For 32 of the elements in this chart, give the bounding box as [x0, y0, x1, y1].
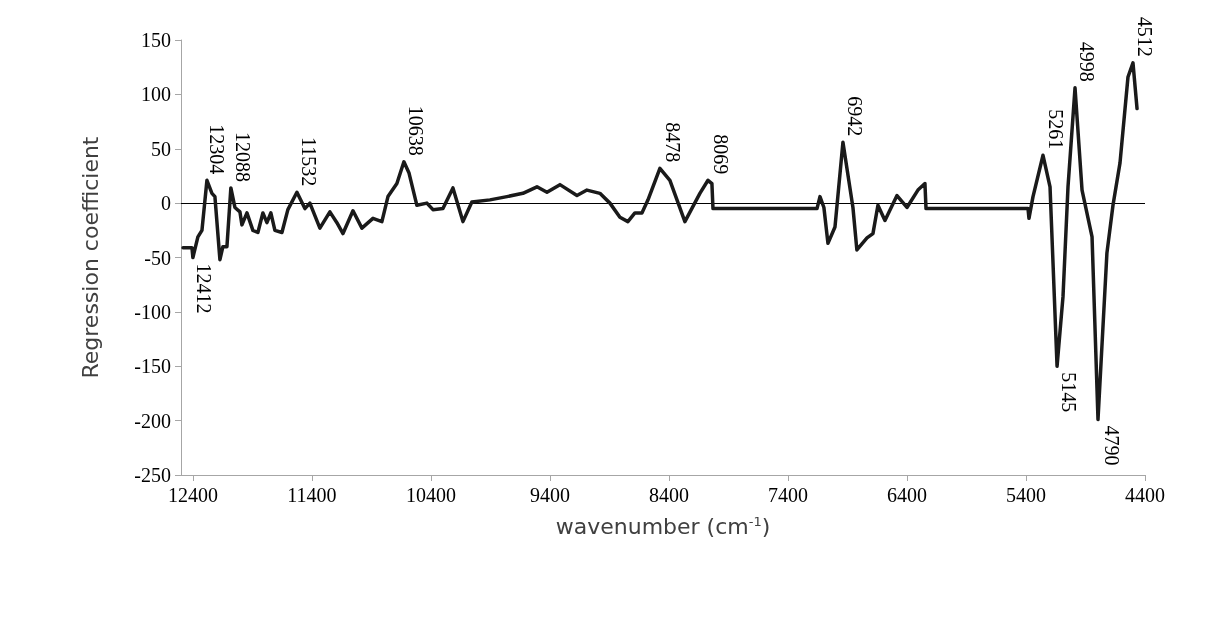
annotation: 12088 [232, 131, 255, 182]
x-tick-label: 11400 [287, 484, 337, 506]
y-tick-label: -250 [134, 464, 171, 486]
y-tick-label: 0 [161, 192, 171, 215]
x-tick-label: 4400 [1125, 484, 1165, 506]
annotation: 4512 [1133, 16, 1156, 57]
x-tick-label: 9400 [529, 484, 570, 506]
annotation: 8069 [710, 134, 733, 175]
y-axis-title: Regression coefficient [77, 136, 103, 379]
x-tick-label: 5400 [1005, 484, 1046, 506]
annotation: 6942 [844, 96, 867, 137]
y-tick-label: -150 [134, 355, 171, 378]
annotation: 12412 [193, 263, 216, 314]
annotation: 10638 [404, 105, 427, 156]
x-tick-label: 10400 [405, 484, 456, 506]
y-tick-label: 50 [151, 137, 171, 160]
x-tick-label: 6400 [886, 484, 927, 506]
annotation: 4790 [1100, 425, 1123, 466]
y-tick-label: 150 [141, 29, 171, 51]
y-tick-label: -200 [134, 409, 171, 432]
annotation: 12304 [206, 124, 229, 175]
annotation: 5145 [1058, 372, 1081, 413]
annotation: 11532 [298, 136, 321, 187]
y-tick-label: -50 [144, 246, 171, 269]
x-tick-label: 8400 [648, 484, 689, 506]
annotation: 4998 [1075, 41, 1098, 82]
annotation: 5261 [1044, 109, 1067, 150]
y-tick-label: -100 [134, 300, 171, 323]
x-tick-label: 7400 [767, 484, 808, 506]
annotation: 8478 [661, 122, 684, 163]
y-tick-label: 100 [141, 83, 171, 106]
x-tick-label: 12400 [167, 484, 218, 506]
